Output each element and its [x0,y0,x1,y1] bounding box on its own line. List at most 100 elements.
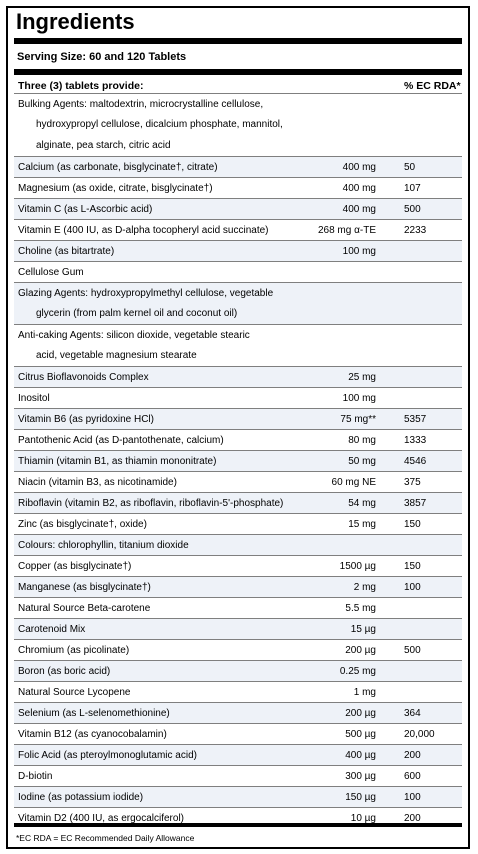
ingredient-name: Calcium (as carbonate, bisglycinate†, ci… [18,162,218,173]
table-row: Iodine (as potassium iodide) 150 µg 100 [14,786,462,807]
ingredient-amount: 1 mg [353,687,376,698]
ingredient-name: Inositol [18,393,50,404]
ingredient-amount: 400 mg [342,183,376,194]
ingredient-amount: 75 mg** [340,414,376,425]
table-row: Vitamin E (400 IU, as D-alpha tocopheryl… [14,219,462,240]
ingredient-rda: 150 [404,519,421,530]
ingredient-rda: 150 [404,561,421,572]
table-row: glycerin (from palm kernel oil and cocon… [14,303,462,324]
ingredient-name: Glazing Agents: hydroxypropylmethyl cell… [18,288,274,299]
ingredient-name: Folic Acid (as pteroylmonoglutamic acid) [18,750,197,761]
ingredient-name: Colours: chlorophyllin, titanium dioxide [18,540,189,551]
ingredient-amount: 60 mg NE [331,477,376,488]
table-row: Folic Acid (as pteroylmonoglutamic acid)… [14,744,462,765]
ingredient-name: Selenium (as L-selenomethionine) [18,708,170,719]
ingredient-name: Boron (as boric acid) [18,666,111,677]
ingredient-name: Vitamin D2 (400 IU, as ergocalciferol) [18,813,184,824]
ingredient-amount: 500 µg [345,729,376,740]
ingredient-table: Three (3) tablets provide: % EC RDA* Bul… [14,79,462,828]
ingredient-rda: 500 [404,645,421,656]
ingredient-name: Magnesium (as oxide, citrate, bisglycina… [18,183,213,194]
footnote: *EC RDA = EC Recommended Daily Allowance [16,833,195,843]
ingredient-amount: 50 mg [348,456,376,467]
ingredient-name: Choline (as bitartrate) [18,246,115,257]
ingredient-amount: 268 mg α-TE [317,225,376,236]
ingredient-rda: 100 [404,582,421,593]
table-row: Vitamin B12 (as cyanocobalamin) 500 µg 20,… [14,723,462,744]
ingredient-amount: 200 µg [345,708,376,719]
ingredient-amount: 400 µg [345,750,376,761]
ingredient-rda: 20,000 [404,729,435,740]
ingredient-amount: 100 mg [342,246,376,257]
ingredient-amount: 15 mg [348,519,376,530]
table-row: Magnesium (as oxide, citrate, bisglycina… [14,177,462,198]
ingredient-amount: 0.25 mg [339,666,376,677]
divider-top [14,38,462,44]
ingredient-amount: 25 mg [348,372,376,383]
table-row: Chromium (as picolinate) 200 µg 500 [14,639,462,660]
ingredient-amount: 5.5 mg [345,603,376,614]
ingredient-amount: 1500 µg [339,561,376,572]
serving-size: Serving Size: 60 and 120 Tablets [17,51,187,63]
ingredient-amount: 300 µg [345,771,376,782]
ingredient-amount: 400 mg [342,204,376,215]
table-row: Natural Source Lycopene 1 mg [14,681,462,702]
ingredient-name: alginate, pea starch, citric acid [36,140,171,151]
ingredient-amount: 100 mg [342,393,376,404]
ingredient-name: Zinc (as bisglycinate†, oxide) [18,519,147,530]
ingredient-name: Pantothenic Acid (as D-pantothenate, cal… [18,435,224,446]
ingredient-amount: 15 µg [350,624,376,635]
ingredient-name: acid, vegetable magnesium stearate [36,350,197,361]
ingredient-rda: 2233 [404,225,427,236]
table-row: Pantothenic Acid (as D-pantothenate, cal… [14,429,462,450]
table-row: acid, vegetable magnesium stearate [14,345,462,366]
table-header: Three (3) tablets provide: % EC RDA* [14,79,462,93]
table-row: Calcium (as carbonate, bisglycinate†, ci… [14,156,462,177]
table-row: alginate, pea starch, citric acid [14,135,462,156]
table-row: hydroxypropyl cellulose, dicalcium phosp… [14,114,462,135]
ingredient-amount: 150 µg [345,792,376,803]
table-row: Choline (as bitartrate) 100 mg [14,240,462,261]
ingredients-panel: Ingredients Serving Size: 60 and 120 Tab… [6,6,470,849]
divider-serving [14,69,462,75]
ingredient-rda: 5357 [404,414,427,425]
ingredient-name: Manganese (as bisglycinate†) [18,582,151,593]
ingredient-name: D-biotin [18,771,53,782]
ingredient-amount: 2 mg [353,582,376,593]
table-row: Riboflavin (vitamin B2, as riboflavin, r… [14,492,462,513]
ingredient-rda: 200 [404,813,421,824]
ingredient-rda: 364 [404,708,421,719]
ingredient-name: Niacin (vitamin B3, as nicotinamide) [18,477,177,488]
ingredient-rda: 1333 [404,435,427,446]
ingredient-name: Carotenoid Mix [18,624,86,635]
ingredient-name: hydroxypropyl cellulose, dicalcium phosp… [36,119,283,130]
ingredient-name: Chromium (as picolinate) [18,645,130,656]
table-row: Carotenoid Mix 15 µg [14,618,462,639]
ingredient-amount: 80 mg [348,435,376,446]
table-row: Natural Source Beta-carotene 5.5 mg [14,597,462,618]
table-row: Boron (as boric acid) 0.25 mg [14,660,462,681]
table-row: Niacin (vitamin B3, as nicotinamide) 60 m… [14,471,462,492]
table-row: Manganese (as bisglycinate†) 2 mg 100 [14,576,462,597]
ingredient-name: Copper (as bisglycinate†) [18,561,132,572]
table-row: Zinc (as bisglycinate†, oxide) 15 mg 150 [14,513,462,534]
ingredient-name: Vitamin B12 (as cyanocobalamin) [18,729,167,740]
table-row: Colours: chlorophyllin, titanium dioxide [14,534,462,555]
ingredient-rda: 50 [404,162,416,173]
ingredient-name: Natural Source Lycopene [18,687,131,698]
ingredient-amount: 54 mg [348,498,376,509]
table-row: Vitamin C (as L-Ascorbic acid) 400 mg 500 [14,198,462,219]
table-row: Thiamin (vitamin B1, as thiamin mononitr… [14,450,462,471]
ingredient-name: glycerin (from palm kernel oil and cocon… [36,308,238,319]
ingredient-name: Iodine (as potassium iodide) [18,792,144,803]
table-row: D-biotin 300 µg 600 [14,765,462,786]
ingredient-name: Natural Source Beta-carotene [18,603,151,614]
ingredient-name: Vitamin B6 (as pyridoxine HCl) [18,414,154,425]
table-row: Citrus Bioflavonoids Complex 25 mg [14,366,462,387]
table-row: Cellulose Gum [14,261,462,282]
header-rda: % EC RDA* [404,80,461,92]
ingredient-rda: 600 [404,771,421,782]
table-row: Copper (as bisglycinate†) 1500 µg 150 [14,555,462,576]
ingredient-rda: 500 [404,204,421,215]
table-row: Vitamin D2 (400 IU, as ergocalciferol) 10… [14,807,462,828]
